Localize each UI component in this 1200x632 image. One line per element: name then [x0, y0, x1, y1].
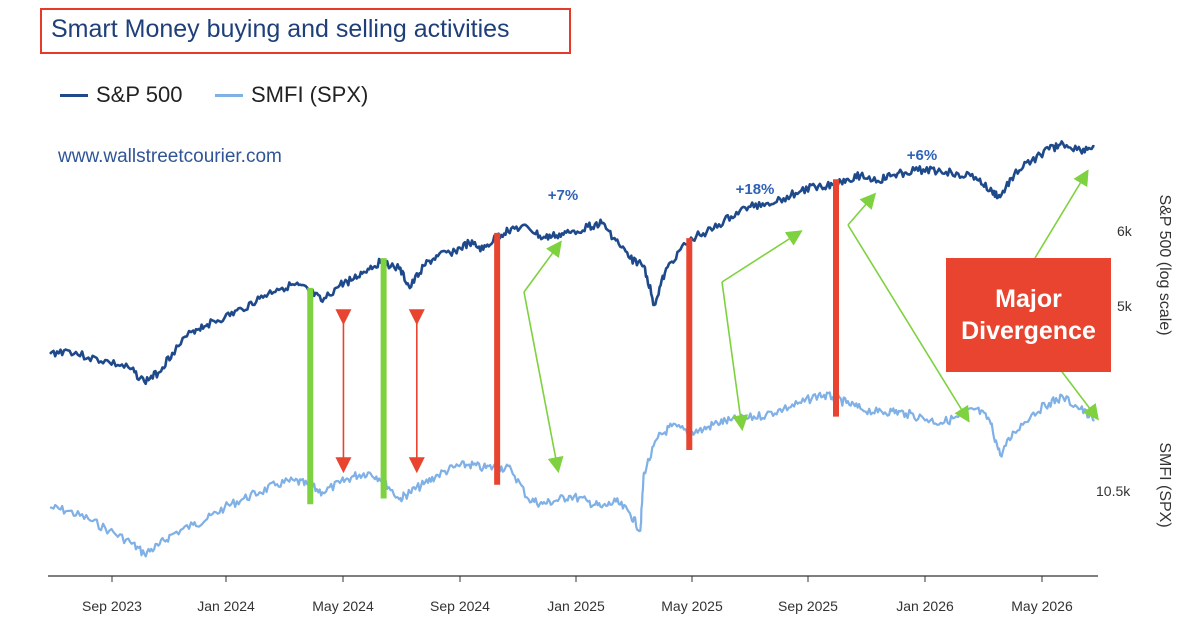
- arrow-rally-2-down: [721, 281, 749, 432]
- title-highlight-box: [40, 8, 571, 54]
- arrow-rally-3-down: [847, 224, 970, 423]
- chart-title: Smart Money buying and selling activitie…: [51, 15, 510, 43]
- y-tick-sp500-6k: 6k: [1117, 223, 1133, 239]
- y-tick-sp500-5k: 5k: [1117, 298, 1133, 314]
- x-tick-label-2: Jan 2024: [197, 598, 255, 614]
- y-tick-smfi-10-5k: 10.5k: [1096, 483, 1131, 499]
- arrow-callout-up: [1034, 169, 1089, 259]
- x-tick-label-1: Sep 2023: [82, 598, 142, 614]
- arrow-rally-2-up: [721, 230, 803, 283]
- x-tick-label-8: Jan 2026: [896, 598, 954, 614]
- gain-annotation-3: +6%: [907, 147, 937, 164]
- smfi-series-line: [49, 391, 1095, 558]
- x-tick-label-4: Sep 2024: [430, 598, 490, 614]
- arrow-rally-3-up: [847, 192, 877, 226]
- legend-label-smfi: SMFI (SPX): [251, 82, 369, 107]
- x-tick-label-7: Sep 2025: [778, 598, 838, 614]
- sp500-series-line: [49, 140, 1095, 386]
- legend-swatch-sp500: [60, 94, 88, 97]
- gain-annotation-2: +18%: [736, 181, 775, 198]
- arrow-rally-1-up: [523, 240, 562, 293]
- arrow-rally-1-down: [523, 291, 564, 474]
- y-axis-label-sp500: S&P 500 (log scale): [1156, 194, 1173, 335]
- legend-label-sp500: S&P 500: [96, 82, 183, 107]
- gain-annotation-1: +7%: [548, 187, 578, 204]
- x-tick-label-3: May 2024: [312, 598, 374, 614]
- watermark-url: www.wallstreetcourier.com: [58, 146, 282, 167]
- y-axis-label-smfi: SMFI (SPX): [1156, 442, 1173, 527]
- callout-line-1: Major: [995, 285, 1062, 313]
- callout-line-2: Divergence: [961, 317, 1096, 345]
- x-tick-label-6: May 2025: [661, 598, 723, 614]
- legend-swatch-smfi: [215, 94, 243, 97]
- x-tick-label-5: Jan 2025: [547, 598, 605, 614]
- major-divergence-callout: Major Divergence: [946, 258, 1111, 372]
- x-tick-label-9: May 2026: [1011, 598, 1073, 614]
